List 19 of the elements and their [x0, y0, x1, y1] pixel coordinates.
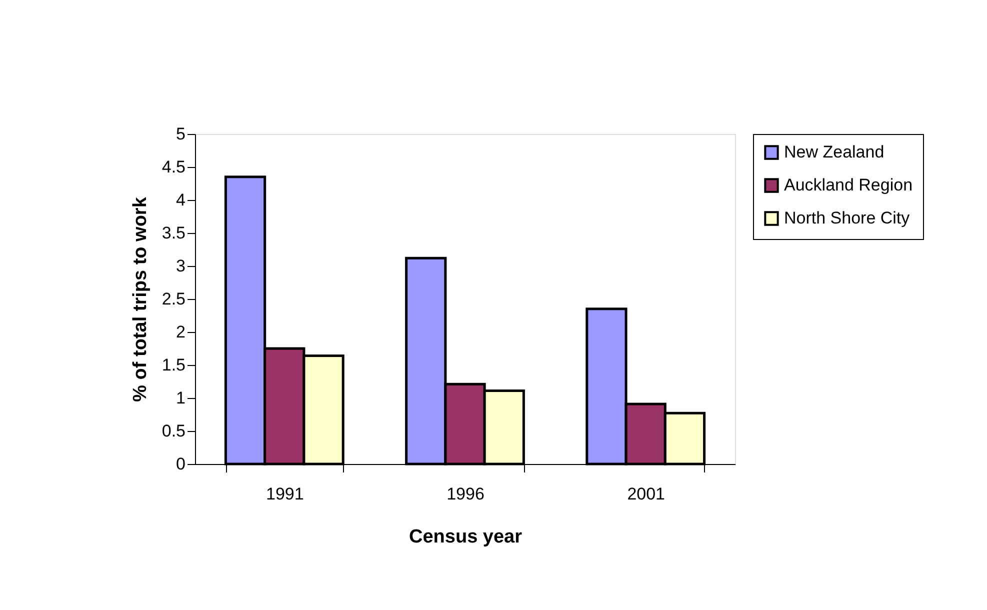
y-tick-label: 0	[176, 454, 186, 474]
x-tick-label: 1996	[446, 484, 484, 504]
legend-label: New Zealand	[784, 142, 884, 162]
y-tick-label: 1	[176, 388, 186, 408]
x-axis-title: Census year	[408, 526, 523, 548]
y-tick-label: 4.5	[162, 158, 186, 176]
x-tick-label: 1991	[266, 484, 304, 504]
legend-label: North Shore City	[784, 208, 910, 228]
y-tick-label: 0.5	[162, 422, 186, 440]
y-tick-label: 2.5	[162, 290, 186, 308]
y-axis-title: % of total trips to work	[130, 196, 151, 402]
legend-label: Auckland Region	[784, 176, 913, 194]
y-tick-label: 3.5	[162, 224, 186, 242]
y-tick-label: 4	[176, 190, 186, 210]
y-tick-label: 5	[176, 124, 186, 144]
y-tick-label: 3	[176, 256, 186, 276]
y-tick-label: 2	[176, 322, 186, 342]
x-tick-label: 2001	[627, 484, 666, 504]
y-tick-label: 1.5	[162, 356, 186, 374]
